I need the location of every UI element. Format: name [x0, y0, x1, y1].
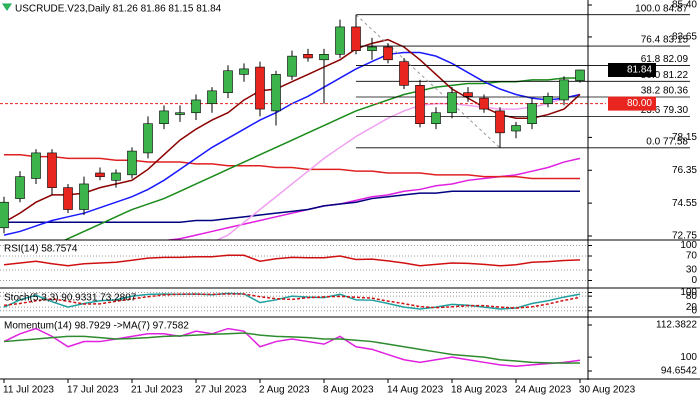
- candle-body: [319, 54, 329, 61]
- candle-body: [47, 152, 57, 188]
- y-tick-label: 78.15: [672, 132, 697, 143]
- indicator-line: [162, 157, 581, 240]
- y-tick-label: 94.6542: [661, 366, 698, 377]
- indicator-panel: [3, 327, 581, 367]
- candle-body: [223, 70, 233, 93]
- fib-label: 0.0 77.58: [646, 136, 688, 147]
- indicator-line: [3, 327, 581, 367]
- y-tick-label: 0: [691, 275, 697, 286]
- fib-label: 100.0 84.87: [635, 3, 688, 14]
- y-tick-label: 70: [686, 251, 698, 262]
- x-tick-label: 8 Aug 2023: [323, 385, 374, 396]
- price-panel: 100.0 84.87 76.4 83.15 61.8 82.09 50.0 81.2…: [0, 3, 690, 240]
- indicator-panel: [3, 292, 581, 310]
- indicator-line: [3, 293, 581, 309]
- candle-body: [175, 112, 185, 115]
- y-tick-label: 72.75: [672, 231, 697, 242]
- indicator-line: [3, 254, 581, 267]
- fib-label: 23.6 79.30: [641, 105, 689, 116]
- x-tick-label: 18 Aug 2023: [451, 385, 508, 396]
- fib-label: 76.4 83.15: [641, 35, 689, 46]
- symbol-icon: [2, 3, 12, 11]
- fib-label: 50.0 81.22: [641, 70, 689, 81]
- indicator-panel: [3, 254, 581, 267]
- candle-body: [0, 201, 9, 229]
- x-tick-label: 14 Aug 2023: [387, 385, 444, 396]
- candle-body: [543, 96, 553, 104]
- chart-title: USCRUDE.V23,Daily 81.26 81.86 81.15 81.8…: [15, 4, 222, 15]
- candle-body: [463, 92, 473, 97]
- y-tick-label: 83.65: [672, 32, 697, 43]
- candle-body: [191, 99, 201, 114]
- indicator-line: [4, 190, 580, 224]
- x-tick-label: 30 Aug 2023: [579, 385, 636, 396]
- candle-body: [207, 90, 217, 104]
- level-label: 80.00: [627, 98, 652, 109]
- candle-body: [143, 123, 153, 154]
- candle-body: [239, 68, 249, 75]
- candle-body: [271, 74, 281, 112]
- y-tick-label: 0: [691, 305, 697, 316]
- y-tick-label: 100: [680, 352, 697, 363]
- candle-body: [495, 110, 505, 134]
- candle-body: [15, 176, 25, 199]
- candle-body: [431, 112, 441, 124]
- candle-body: [383, 46, 393, 61]
- candle-body: [255, 66, 265, 110]
- y-tick-label: 20: [686, 302, 698, 313]
- y-tick-label: 30: [686, 265, 698, 276]
- fib-trend: [355, 14, 501, 149]
- candle-body: [415, 85, 425, 124]
- candle-body: [159, 110, 169, 124]
- fib-label: 38.2 80.36: [641, 86, 689, 97]
- indicator-line: [4, 153, 580, 180]
- candle-body: [303, 54, 313, 59]
- x-tick-label: 17 Jul 2023: [67, 385, 119, 396]
- level-box: [608, 96, 656, 111]
- candle-body: [79, 183, 89, 210]
- candle-body: [511, 125, 521, 132]
- candle-body: [447, 92, 457, 114]
- candle-body: [127, 150, 137, 176]
- candle-body: [575, 69, 585, 81]
- candle-body: [559, 79, 569, 101]
- candle-body: [95, 172, 105, 177]
- panel-label: RSI(14) 58.7574: [4, 244, 78, 255]
- candle-body: [367, 46, 377, 51]
- candle-body: [399, 61, 409, 86]
- x-tick-label: 24 Aug 2023: [515, 385, 572, 396]
- y-tick-label: 74.55: [672, 198, 697, 209]
- x-tick-label: 2 Aug 2023: [259, 385, 310, 396]
- indicator-line: [3, 332, 581, 364]
- y-tick-label: 80: [686, 291, 698, 302]
- indicator-line: [63, 77, 580, 240]
- fib-label: 61.8 82.09: [641, 54, 689, 65]
- candle-body: [351, 26, 361, 51]
- candle-body: [111, 172, 121, 181]
- y-tick-label: 112.3822: [656, 320, 697, 331]
- x-tick-label: 21 Jul 2023: [131, 385, 183, 396]
- candle-body: [335, 26, 345, 55]
- panel-label: Momentum(14) 98.7929 ->MA(7) 97.7582: [4, 321, 189, 332]
- candle-body: [527, 103, 537, 124]
- y-tick-label: 76.35: [672, 165, 697, 176]
- candle-body: [479, 97, 489, 110]
- x-tick-label: 11 Jul 2023: [3, 385, 54, 396]
- candle-body: [31, 152, 41, 179]
- y-tick-label: 100: [680, 240, 697, 251]
- y-tick-label: 100: [680, 287, 697, 298]
- y-tick-label: 85.40: [672, 0, 697, 11]
- current-price-label: 81.84: [627, 65, 652, 76]
- panel-label: Stoch(5,3,3) 90.9331 73.2807: [4, 293, 137, 304]
- indicator-line: [3, 292, 581, 310]
- candle-body: [287, 55, 297, 77]
- current-price-box: [608, 63, 656, 78]
- candle-body: [63, 187, 73, 210]
- x-tick-label: 27 Jul 2023: [195, 385, 247, 396]
